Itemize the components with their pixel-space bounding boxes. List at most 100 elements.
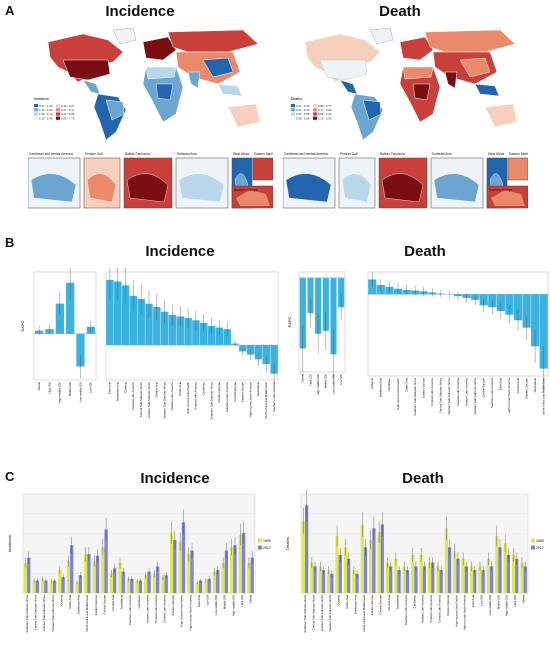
bar-series-1990 (109, 573, 114, 593)
x-tick-label: Andean Latin America (145, 595, 149, 624)
bar-series-2017 (305, 505, 309, 593)
bar (338, 277, 345, 308)
bar-series-1990 (66, 561, 71, 593)
x-tick-label: Western Europe (217, 382, 221, 403)
bar-series-1990 (101, 547, 105, 593)
bar-series-2017 (104, 529, 108, 593)
bar (505, 294, 514, 315)
x-tick-label: Andean Latin America (170, 382, 174, 411)
bar (270, 345, 278, 374)
chart-b-incidence-regions: East Asia Southeast Asia Oceania Central La… (105, 268, 279, 420)
x-tick-label: Western Europe (524, 378, 528, 399)
map-europe (399, 36, 434, 61)
bar-series-1990 (512, 554, 516, 593)
incidence-legend-swatch (56, 112, 60, 116)
bar-series-2017 (473, 570, 477, 593)
map-russia (167, 29, 259, 53)
bar-series-1990 (41, 578, 45, 593)
legend-label: 1990 (263, 539, 271, 543)
death-inset-label: Persian Gulf (340, 152, 358, 156)
bar-series-2017 (372, 528, 376, 593)
bar-series-2017 (198, 580, 203, 593)
bar-series-2017 (52, 580, 57, 593)
x-tick-label: High SDI (47, 382, 51, 394)
plot-frame (367, 271, 549, 377)
bar-series-2017 (207, 578, 211, 593)
map-china (202, 57, 234, 78)
map-china (459, 57, 491, 78)
x-tick-label: East Asia (197, 595, 201, 607)
bar-series-2017 (250, 557, 254, 593)
incidence-legend-label: 2.12 - 2.46 (39, 116, 53, 120)
bar-series-1990 (195, 582, 199, 593)
bar-series-2017 (464, 566, 468, 593)
bar (145, 303, 153, 346)
x-tick-label: North Africa and Middle East (362, 595, 366, 632)
x-tick-label: Western Sub-Saharan Africa (447, 378, 451, 415)
x-tick-label: High SDI (240, 595, 244, 607)
bar-series-2017 (35, 580, 39, 593)
x-tick-label: Central Sub-Saharan Africa (34, 595, 38, 631)
bar-series-2017 (121, 571, 125, 593)
bar (262, 345, 270, 365)
bar-series-1990 (343, 547, 348, 593)
bar-series-1990 (453, 551, 457, 593)
x-tick-label: High-income Asia Pacific (454, 594, 458, 626)
y-axis-label: Incidence (7, 534, 12, 552)
bar (330, 277, 337, 355)
x-tick-label: Low-middle SDI (488, 595, 492, 616)
bar-series-1990 (23, 562, 28, 593)
bar-series-1990 (402, 566, 406, 593)
x-tick-label: Southern Latin America (272, 382, 276, 412)
bar-series-2017 (397, 570, 401, 593)
death-legend-label: 0.47 - 0.58 (296, 112, 310, 116)
incidence-inset-land (86, 173, 117, 203)
incidence-legend-label: 5.05 - 7.73 (61, 116, 75, 120)
x-tick-label: South Asia (68, 595, 72, 609)
x-tick-label: Australasia (256, 382, 260, 397)
bar (114, 281, 122, 346)
map-central-africa (155, 83, 174, 101)
incidence-legend-label: 3.27 - 4.11 (61, 108, 75, 112)
x-tick-label: Western Europe (171, 595, 175, 616)
bar-series-1990 (427, 562, 432, 593)
bar (129, 295, 138, 346)
map-brazil (105, 99, 125, 121)
map-india (444, 71, 458, 89)
death-inset-label: Caribbean and central America (284, 152, 328, 156)
bar-series-1990 (478, 566, 482, 593)
panel-b-incidence-title: Incidence (145, 243, 215, 260)
incidence-legend-label: 2.46 - 3.27 (61, 104, 75, 108)
bar-series-2017 (347, 558, 351, 593)
map-australia (227, 103, 261, 128)
death-legend-swatch (313, 112, 317, 116)
bar-series-2017 (506, 554, 511, 593)
death-inset-land (381, 173, 424, 203)
x-tick-label: Low-middle SDI (78, 382, 82, 403)
bar-series-1990 (503, 543, 507, 593)
bar (184, 318, 192, 346)
chart-b-incidence-sdi: EAPC Global High SDI High-middle SDI Middle … (20, 268, 97, 403)
death-legend-label: 0.32 - 0.47 (296, 108, 310, 112)
map-continents (47, 27, 261, 141)
death-legend-swatch (291, 116, 295, 120)
x-tick-label: Southern Latin America (404, 595, 408, 625)
incidence-inset-land (126, 173, 169, 203)
bar-series-2017 (439, 570, 443, 593)
bar-series-2017 (147, 571, 151, 593)
bar (121, 285, 130, 346)
x-tick-label: Caribbean (387, 378, 391, 392)
death-inset-land (285, 173, 332, 203)
x-tick-label: East Asia (471, 595, 475, 607)
map-legend-death: Deaths (291, 97, 302, 101)
map-se-asia (474, 83, 500, 97)
x-tick-label: Low SDI (89, 382, 93, 393)
x-tick-label: Southeast Asia (379, 378, 383, 398)
x-tick-label: Middle SDI (68, 382, 72, 396)
legend-swatch (531, 545, 535, 550)
panel-c-death-title: Death (402, 470, 444, 487)
x-tick-label: Central Europe (233, 382, 237, 402)
bar-series-2017 (95, 555, 100, 593)
map-north-africa (402, 66, 434, 80)
map-north-africa (145, 66, 177, 80)
